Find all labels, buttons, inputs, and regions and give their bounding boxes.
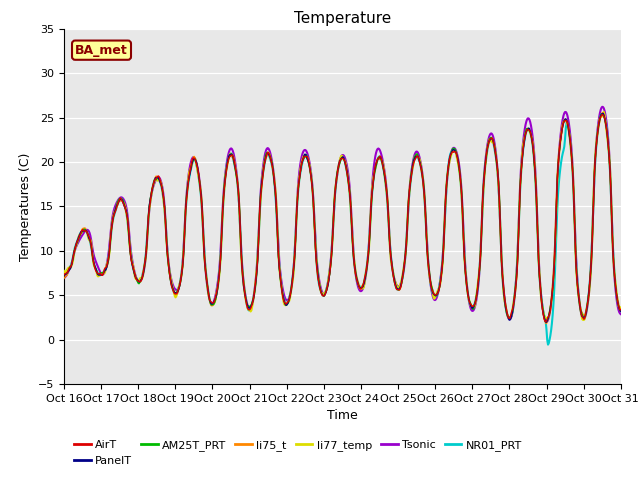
Tsonic bbox=[60, 275, 68, 281]
Tsonic bbox=[543, 319, 550, 325]
AirT bbox=[617, 307, 625, 312]
Line: Tsonic: Tsonic bbox=[64, 107, 621, 322]
NR01_PRT bbox=[544, 342, 552, 348]
NR01_PRT bbox=[184, 183, 192, 189]
PanelT bbox=[60, 272, 68, 278]
PanelT bbox=[543, 319, 550, 325]
Tsonic bbox=[426, 279, 434, 285]
li77_temp bbox=[70, 251, 78, 256]
NR01_PRT bbox=[60, 270, 68, 276]
Line: AirT: AirT bbox=[64, 114, 621, 322]
Tsonic bbox=[184, 178, 192, 183]
li77_temp bbox=[60, 268, 68, 274]
li77_temp bbox=[600, 109, 607, 115]
li77_temp bbox=[410, 157, 418, 163]
AirT bbox=[410, 159, 418, 165]
AirT bbox=[184, 183, 192, 189]
Tsonic bbox=[214, 282, 221, 288]
li77_temp bbox=[426, 278, 434, 284]
PanelT bbox=[184, 181, 192, 187]
AirT bbox=[542, 319, 550, 324]
AirT bbox=[127, 258, 135, 264]
li77_temp bbox=[617, 305, 625, 311]
AirT bbox=[60, 272, 68, 278]
li75_t bbox=[410, 159, 418, 165]
Tsonic bbox=[598, 104, 606, 110]
AM25T_PRT bbox=[70, 250, 78, 255]
AM25T_PRT bbox=[598, 111, 605, 117]
PanelT bbox=[617, 309, 625, 314]
AM25T_PRT bbox=[426, 278, 434, 284]
AirT bbox=[426, 278, 434, 284]
li75_t bbox=[127, 256, 135, 262]
Tsonic bbox=[127, 252, 135, 257]
li75_t bbox=[70, 250, 78, 255]
Line: li75_t: li75_t bbox=[64, 113, 621, 324]
Title: Temperature: Temperature bbox=[294, 11, 391, 26]
li75_t bbox=[184, 183, 192, 189]
NR01_PRT bbox=[127, 256, 135, 262]
AM25T_PRT bbox=[60, 272, 68, 277]
Tsonic bbox=[617, 311, 625, 317]
AM25T_PRT bbox=[184, 181, 192, 187]
AM25T_PRT bbox=[542, 319, 550, 324]
li75_t bbox=[543, 321, 550, 326]
AM25T_PRT bbox=[410, 156, 418, 161]
li75_t bbox=[60, 276, 68, 281]
Text: BA_met: BA_met bbox=[75, 44, 128, 57]
Tsonic bbox=[70, 251, 78, 256]
AM25T_PRT bbox=[127, 257, 135, 263]
X-axis label: Time: Time bbox=[327, 409, 358, 422]
PanelT bbox=[70, 249, 78, 255]
NR01_PRT bbox=[214, 286, 221, 292]
li75_t bbox=[426, 280, 434, 286]
NR01_PRT bbox=[426, 279, 434, 285]
Line: NR01_PRT: NR01_PRT bbox=[64, 114, 621, 345]
NR01_PRT bbox=[70, 248, 78, 254]
li77_temp bbox=[127, 256, 135, 262]
AM25T_PRT bbox=[617, 309, 625, 314]
PanelT bbox=[410, 157, 418, 163]
PanelT bbox=[214, 287, 221, 293]
li77_temp bbox=[214, 287, 221, 292]
NR01_PRT bbox=[410, 158, 418, 164]
li77_temp bbox=[184, 180, 192, 186]
Legend: AirT, PanelT, AM25T_PRT, li75_t, li77_temp, Tsonic, NR01_PRT: AirT, PanelT, AM25T_PRT, li75_t, li77_te… bbox=[70, 436, 527, 470]
NR01_PRT bbox=[617, 307, 625, 312]
PanelT bbox=[599, 110, 607, 116]
Line: AM25T_PRT: AM25T_PRT bbox=[64, 114, 621, 322]
Line: li77_temp: li77_temp bbox=[64, 112, 621, 320]
AirT bbox=[70, 250, 78, 255]
AM25T_PRT bbox=[214, 288, 221, 293]
AirT bbox=[214, 286, 221, 292]
AirT bbox=[598, 111, 606, 117]
li75_t bbox=[617, 306, 625, 312]
li77_temp bbox=[580, 317, 588, 323]
Line: PanelT: PanelT bbox=[64, 113, 621, 322]
NR01_PRT bbox=[598, 111, 606, 117]
Y-axis label: Temperatures (C): Temperatures (C) bbox=[19, 152, 33, 261]
Tsonic bbox=[410, 154, 418, 159]
PanelT bbox=[426, 277, 434, 283]
PanelT bbox=[127, 257, 135, 263]
li75_t bbox=[214, 288, 221, 293]
li75_t bbox=[598, 110, 606, 116]
